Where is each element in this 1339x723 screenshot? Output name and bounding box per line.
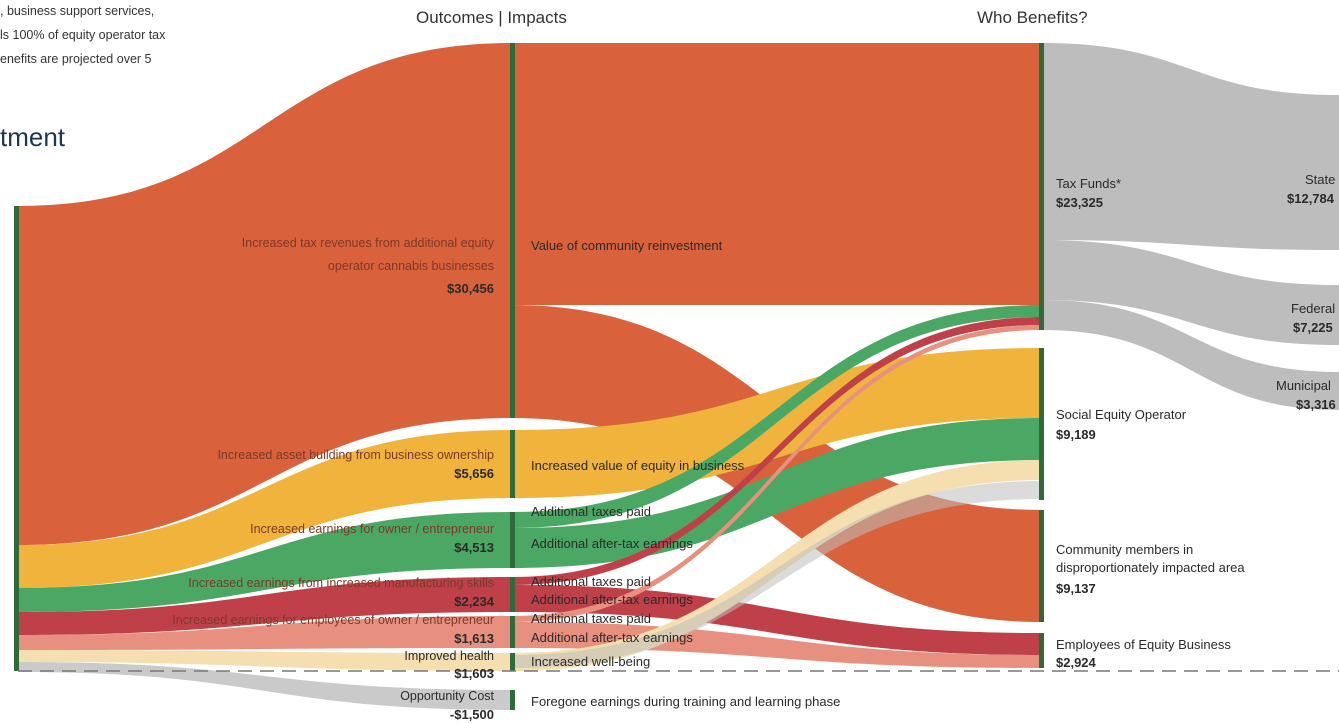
outcome-label-tax1: Additional taxes paid — [531, 504, 651, 519]
flow-emp-to-outcomes — [18, 616, 512, 650]
flow-reinvest-to-tax-rect — [512, 43, 1042, 305]
node-bar-layer — [14, 43, 1044, 710]
flow-after1-to-seo — [512, 418, 1042, 568]
source-label-asset: Increased asset building from business o… — [217, 448, 494, 462]
source-label-tax-1: Increased tax revenues from additional e… — [242, 236, 495, 250]
outcome-label-tax3: Additional taxes paid — [531, 611, 651, 626]
node-bar-employees — [1039, 633, 1044, 668]
node-bar-taxfunds — [1039, 43, 1044, 330]
outcomes-header: Outcomes | Impacts — [416, 8, 567, 27]
intro-line-3: enefits are projected over 5 — [0, 52, 152, 66]
outcome-label-tax2: Additional taxes paid — [531, 574, 651, 589]
intro-line-2: ls 100% of equity operator tax — [0, 28, 166, 42]
flow-tax3-to-tax — [512, 325, 1042, 622]
node-bar-equity — [510, 430, 515, 498]
flow-health-to-wellbeing — [18, 650, 512, 671]
tax-split-value-state: $12,784 — [1287, 191, 1335, 206]
section-heading: tment — [0, 122, 66, 152]
source-value-health: $1,603 — [454, 666, 494, 681]
flow-tax-to-reinvest — [18, 43, 512, 545]
flow-equity-to-seo — [512, 348, 1042, 498]
node-bar-after2 — [510, 577, 515, 612]
source-label-mfg: Increased earnings from increased manufa… — [188, 576, 494, 590]
flow-wellbeing-to-seo — [512, 460, 1042, 671]
node-bar-seo — [1039, 348, 1044, 500]
flow-layer — [18, 43, 1339, 710]
flow-tax2-to-tax — [512, 317, 1042, 585]
flow-mfg-to-outcomes — [18, 577, 512, 635]
node-bar-after1 — [510, 512, 515, 568]
outcome-label-equity: Increased value of equity in business — [531, 458, 745, 473]
flow-tax1-to-tax — [512, 305, 1042, 528]
flow-taxfunds-to-federal — [1042, 240, 1339, 345]
node-bar-foregone — [510, 690, 515, 710]
beneficiaries-header: Who Benefits? — [977, 8, 1088, 27]
flow-reinvest-to-community — [512, 305, 1042, 622]
source-value-owner: $4,513 — [454, 540, 494, 555]
outcome-label-after2: Additional after-tax earnings — [531, 592, 693, 607]
source-label-tax-2: operator cannabis businesses — [328, 259, 494, 273]
source-label-opp: Opportunity Cost — [400, 689, 494, 703]
intro-line-1: , business support services, — [0, 4, 154, 18]
tax-split-label-federal: Federal — [1291, 301, 1335, 316]
flow-opp-to-foregone — [18, 662, 512, 710]
source-value-mfg: $2,234 — [454, 594, 495, 609]
beneficiary-label-emp: Employees of Equity Business — [1056, 637, 1231, 652]
node-bar-after3 — [510, 616, 515, 648]
outcome-label-after1: Additional after-tax earnings — [531, 536, 693, 551]
outcome-label-after3: Additional after-tax earnings — [531, 630, 693, 645]
beneficiary-value-tax: $23,325 — [1056, 195, 1103, 210]
flow-owner-to-outcomes — [18, 512, 512, 612]
source-value-tax: $30,456 — [447, 281, 494, 296]
tax-split-value-federal: $7,225 — [1293, 320, 1333, 335]
beneficiary-label-seo: Social Equity Operator — [1056, 407, 1187, 422]
beneficiary-value-comm: $9,137 — [1056, 581, 1096, 596]
tax-split-value-municipal: $3,316 — [1296, 397, 1336, 412]
source-value-asset: $5,656 — [454, 466, 494, 481]
tax-split-label-municipal: Municipal — [1276, 378, 1331, 393]
source-value-opp: -$1,500 — [450, 707, 494, 722]
outcome-label-wellbeing: Increased well-being — [531, 654, 650, 669]
beneficiary-label-comm-2: disproportionately impacted area — [1056, 560, 1245, 575]
beneficiary-label-comm-1: Community members in — [1056, 542, 1193, 557]
flow-opp-to-seo — [512, 481, 1042, 668]
outcome-label-reinvest: Value of community reinvestment — [531, 238, 723, 253]
source-label-health: Improved health — [404, 649, 494, 663]
beneficiary-value-seo: $9,189 — [1056, 427, 1096, 442]
flow-taxfunds-to-municipal — [1042, 300, 1339, 410]
node-bar-community — [1039, 510, 1044, 622]
node-bar-wellbeing — [510, 653, 515, 671]
source-label-owner: Increased earnings for owner / entrepren… — [250, 522, 494, 536]
node-bar-sources — [14, 206, 19, 671]
flow-asset-to-equity — [18, 430, 512, 588]
tax-split-label-state: State — [1305, 172, 1335, 187]
flow-after2-to-emp — [512, 585, 1042, 655]
source-value-emp: $1,613 — [454, 631, 494, 646]
beneficiary-label-tax: Tax Funds* — [1056, 176, 1121, 191]
flow-taxfunds-to-state — [1042, 43, 1339, 250]
beneficiary-value-emp: $2,924 — [1056, 655, 1097, 670]
node-bar-reinvest — [510, 43, 515, 418]
source-label-emp: Increased earnings for employees of owne… — [172, 613, 494, 627]
outcome-label-foregone: Foregone earnings during training and le… — [531, 694, 840, 709]
